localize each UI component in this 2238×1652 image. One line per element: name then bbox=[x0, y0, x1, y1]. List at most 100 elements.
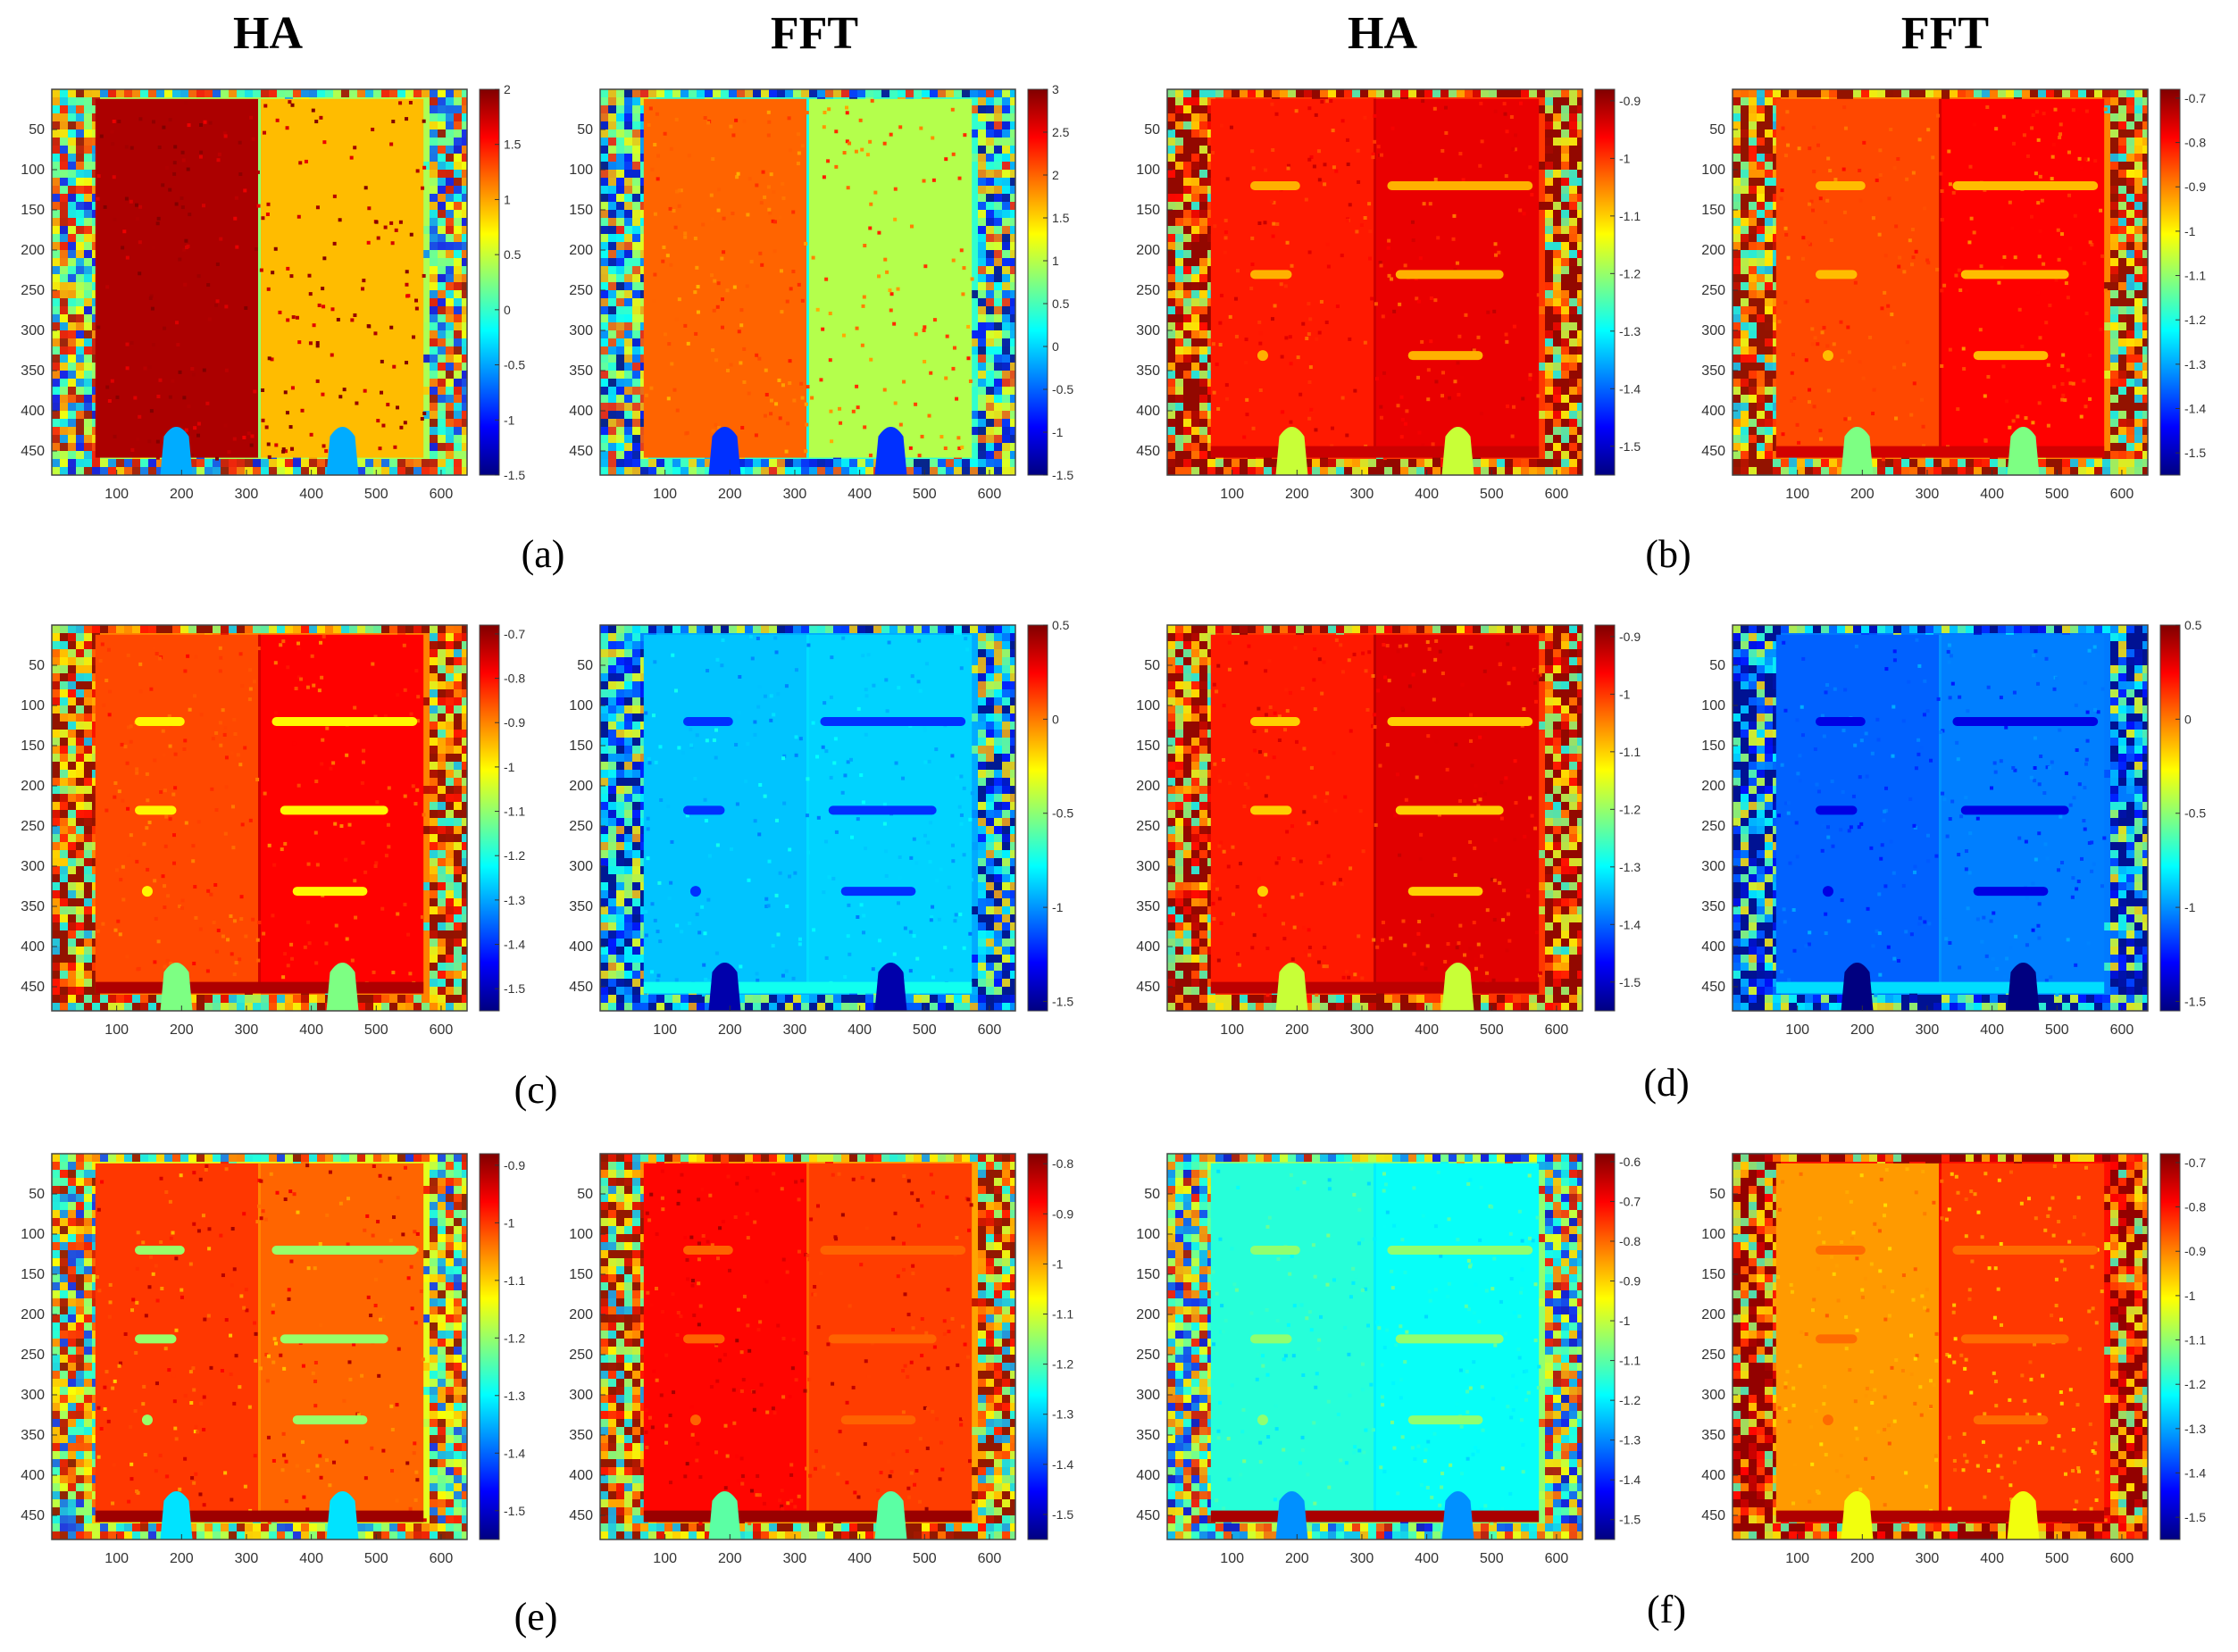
noise-pixel bbox=[624, 435, 632, 443]
noise-pixel bbox=[608, 234, 616, 242]
noise-pixel bbox=[446, 387, 454, 395]
noise-pixel bbox=[616, 218, 624, 226]
noise-pixel bbox=[1199, 451, 1207, 459]
noise-pixel bbox=[68, 121, 76, 129]
noise-pixel bbox=[608, 363, 616, 371]
plate-speckle bbox=[1861, 376, 1866, 380]
noise-pixel bbox=[1757, 282, 1765, 290]
plate-speckle bbox=[851, 409, 856, 413]
noise-pixel bbox=[1569, 97, 1577, 105]
noise-pixel bbox=[2118, 306, 2126, 314]
noise-pixel bbox=[1765, 395, 1773, 403]
noise-pixel bbox=[2110, 355, 2118, 363]
noise-pixel bbox=[438, 314, 446, 322]
noise-pixel bbox=[1561, 346, 1569, 355]
noise-pixel bbox=[946, 459, 954, 467]
plate-speckle bbox=[771, 219, 775, 223]
noise-pixel bbox=[76, 202, 84, 210]
noise-pixel bbox=[1167, 435, 1175, 443]
noise-pixel bbox=[600, 97, 608, 105]
noise-pixel bbox=[705, 89, 713, 97]
noise-pixel bbox=[2142, 162, 2148, 170]
noise-pixel bbox=[1199, 403, 1207, 411]
noise-pixel bbox=[60, 202, 68, 210]
noise-pixel bbox=[624, 121, 632, 129]
noise-pixel bbox=[2142, 170, 2148, 178]
noise-pixel bbox=[616, 178, 624, 186]
plate-speckle bbox=[1479, 101, 1483, 105]
plate-speckle bbox=[315, 205, 320, 210]
plate-speckle bbox=[1801, 236, 1806, 240]
noise-pixel bbox=[446, 146, 454, 154]
noise-pixel bbox=[1010, 363, 1015, 371]
noise-pixel bbox=[1344, 459, 1352, 467]
noise-pixel bbox=[1561, 242, 1569, 250]
noise-pixel bbox=[1392, 459, 1400, 467]
noise-pixel bbox=[970, 129, 978, 138]
y-tick-label: 150 bbox=[1136, 203, 1160, 218]
plate-speckle bbox=[336, 317, 340, 321]
noise-pixel bbox=[1577, 379, 1582, 387]
noise-pixel bbox=[397, 459, 405, 467]
noise-pixel bbox=[1577, 210, 1582, 218]
noise-pixel bbox=[761, 467, 769, 475]
noise-pixel bbox=[76, 226, 84, 234]
noise-pixel bbox=[1869, 459, 1877, 467]
colorbar-tick-label: -1.4 bbox=[1619, 381, 1641, 396]
noise-pixel bbox=[1733, 290, 1741, 298]
noise-pixel bbox=[1545, 250, 1553, 258]
noise-pixel bbox=[52, 379, 60, 387]
noise-pixel bbox=[1741, 154, 1749, 162]
noise-pixel bbox=[1002, 170, 1010, 178]
noise-pixel bbox=[1545, 121, 1553, 129]
noise-pixel bbox=[1010, 459, 1015, 467]
plate-speckle bbox=[943, 446, 948, 450]
noise-pixel bbox=[60, 146, 68, 154]
noise-pixel bbox=[132, 467, 140, 475]
noise-pixel bbox=[1368, 467, 1376, 475]
plate-speckle bbox=[860, 343, 864, 347]
noise-pixel bbox=[994, 89, 1002, 97]
plate-speckle bbox=[187, 123, 191, 128]
noise-pixel bbox=[1749, 451, 1757, 459]
noise-pixel bbox=[1569, 459, 1577, 467]
noise-pixel bbox=[978, 242, 986, 250]
noise-pixel bbox=[60, 105, 68, 113]
plate-speckle bbox=[1482, 230, 1486, 235]
plate-speckle bbox=[1288, 335, 1292, 339]
plate-speckle bbox=[289, 446, 294, 451]
plate-speckle bbox=[785, 299, 789, 304]
noise-pixel bbox=[632, 282, 640, 290]
noise-pixel bbox=[1010, 121, 1015, 129]
noise-pixel bbox=[1733, 154, 1741, 162]
noise-pixel bbox=[454, 338, 462, 346]
noise-pixel bbox=[422, 459, 430, 467]
noise-pixel bbox=[1561, 250, 1569, 258]
noise-pixel bbox=[761, 459, 769, 467]
noise-pixel bbox=[357, 89, 365, 97]
noise-pixel bbox=[632, 395, 640, 403]
noise-pixel bbox=[357, 467, 365, 475]
noise-pixel bbox=[454, 258, 462, 266]
plate-speckle bbox=[1348, 203, 1352, 207]
noise-pixel bbox=[462, 250, 467, 258]
plate-speckle bbox=[162, 125, 166, 129]
plate-speckle bbox=[224, 305, 229, 309]
noise-pixel bbox=[1765, 218, 1773, 226]
noise-pixel bbox=[1733, 306, 1741, 314]
noise-pixel bbox=[986, 330, 994, 338]
noise-pixel bbox=[1167, 234, 1175, 242]
noise-pixel bbox=[1577, 234, 1582, 242]
noise-pixel bbox=[1545, 154, 1553, 162]
noise-pixel bbox=[2126, 202, 2134, 210]
noise-pixel bbox=[1553, 443, 1561, 451]
noise-pixel bbox=[462, 459, 467, 467]
plate-speckle bbox=[2066, 296, 2070, 300]
noise-pixel bbox=[84, 194, 92, 202]
noise-pixel bbox=[1191, 467, 1199, 475]
noise-pixel bbox=[68, 210, 76, 218]
noise-pixel bbox=[221, 459, 229, 467]
plate-speckle bbox=[1825, 198, 1830, 203]
plate-speckle bbox=[1910, 227, 1915, 231]
